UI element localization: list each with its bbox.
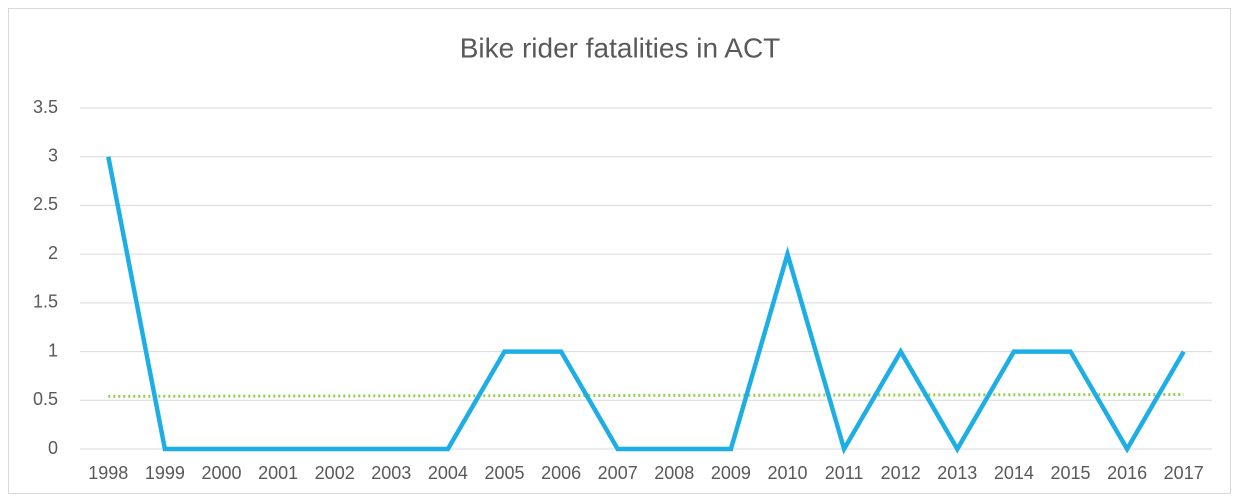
y-tick-label: 3: [48, 145, 58, 165]
x-tick-label: 2004: [428, 463, 468, 483]
x-tick-label: 1998: [88, 463, 128, 483]
x-tick-label: 2017: [1164, 463, 1204, 483]
y-tick-label: 3.5: [33, 97, 58, 117]
x-tick-label: 2012: [881, 463, 921, 483]
x-tick-label: 2007: [598, 463, 638, 483]
data-line: [106, 156, 1186, 455]
x-tick-label: 2013: [937, 463, 977, 483]
y-tick-label: 2: [48, 243, 58, 263]
x-tick-label: 2003: [371, 463, 411, 483]
x-tick-label: 2010: [767, 463, 807, 483]
chart-border: [8, 8, 1231, 494]
x-tick-label: 2016: [1107, 463, 1147, 483]
x-tick-label: 2001: [258, 463, 298, 483]
y-tick-label: 1: [48, 340, 58, 360]
x-tick-label: 2009: [711, 463, 751, 483]
x-tick-label: 2005: [484, 463, 524, 483]
y-tick-label: 0.5: [33, 389, 58, 409]
y-tick-label: 1.5: [33, 292, 58, 312]
chart-title: Bike rider fatalities in ACT: [460, 32, 781, 63]
x-tick-label: 2002: [315, 463, 355, 483]
x-tick-label: 2006: [541, 463, 581, 483]
x-tick-label: 1999: [145, 463, 185, 483]
y-tick-label: 2.5: [33, 194, 58, 214]
x-tick-label: 2014: [994, 463, 1034, 483]
trendline: [108, 392, 1184, 398]
x-tick-label: 2008: [654, 463, 694, 483]
y-tick-label: 0: [48, 438, 58, 458]
x-tick-label: 2011: [825, 463, 864, 483]
x-tick-label: 2015: [1050, 463, 1090, 483]
x-tick-label: 2000: [201, 463, 241, 483]
